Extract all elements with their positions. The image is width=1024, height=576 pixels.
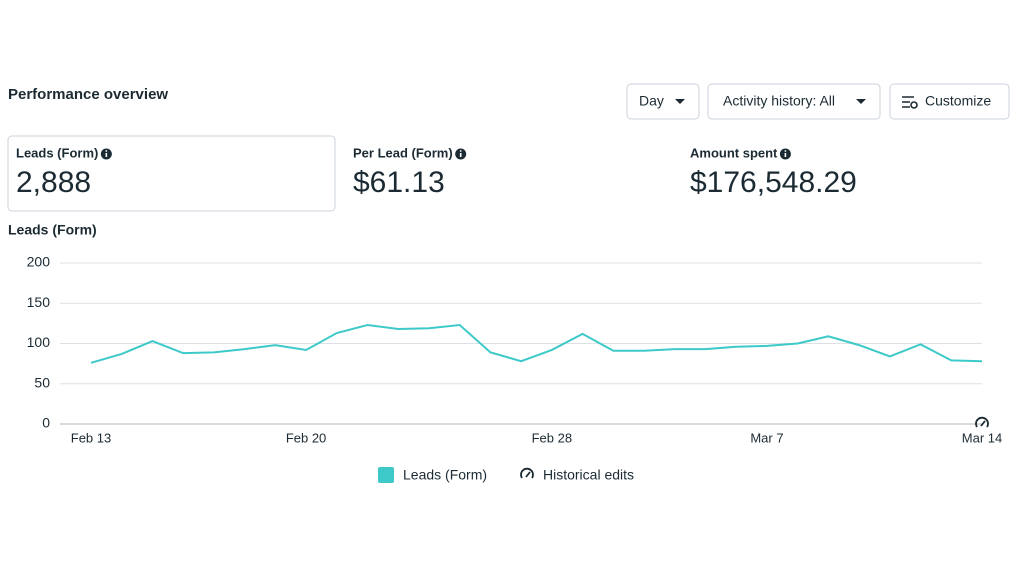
day-button[interactable]: Day xyxy=(626,83,700,120)
chart-title: Leads (Form) xyxy=(8,222,97,238)
history-icon xyxy=(980,420,986,427)
metric-value: $61.13 xyxy=(353,166,445,199)
page-title: Performance overview xyxy=(8,86,168,103)
info-icon xyxy=(459,150,462,152)
history-icon xyxy=(975,416,989,428)
customize-icon xyxy=(902,96,914,108)
customize-icon xyxy=(910,101,918,109)
y-tick-label: 100 xyxy=(27,334,51,350)
legend-swatch xyxy=(378,467,394,483)
info-icon xyxy=(105,150,108,152)
legend-label: Leads (Form) xyxy=(403,467,487,483)
button-label: Customize xyxy=(925,93,991,109)
legend-label: Historical edits xyxy=(543,467,634,483)
button-frame xyxy=(626,83,700,120)
caret xyxy=(675,99,685,104)
customize-button[interactable]: Customize xyxy=(889,83,1010,120)
metric-label: Amount spent xyxy=(690,145,778,160)
button-label: Activity history: All xyxy=(723,93,835,109)
y-tick-label: 0 xyxy=(42,415,50,431)
metric-label: Per Lead (Form) xyxy=(353,145,453,160)
data-line xyxy=(90,323,983,364)
metrics: Leads (Form) 2,888 Per Lead (Form) $61.13 Am… xyxy=(16,145,857,198)
activity-button[interactable]: Activity history: All xyxy=(707,83,881,120)
metric-card-selected[interactable] xyxy=(7,135,336,212)
x-tick-label: Feb 13 xyxy=(71,430,111,445)
x-tick-label: Feb 20 xyxy=(286,430,326,445)
button-frame xyxy=(889,83,1010,120)
button-frame xyxy=(707,83,881,120)
y-tick-label: 200 xyxy=(27,254,51,270)
metric-value: $176,548.29 xyxy=(690,166,857,199)
metric-label: Leads (Form) xyxy=(16,145,98,160)
history-icon xyxy=(525,471,531,478)
metric-value: 2,888 xyxy=(16,166,91,199)
history-icon xyxy=(520,467,534,479)
button-label: Day xyxy=(639,93,664,109)
info-icon xyxy=(784,150,787,152)
x-tick-label: Mar 7 xyxy=(750,430,783,445)
x-tick-label: Mar 14 xyxy=(962,430,1002,445)
y-tick-label: 50 xyxy=(34,374,50,390)
x-tick-label: Feb 28 xyxy=(532,430,572,445)
caret xyxy=(856,99,866,104)
y-tick-label: 150 xyxy=(27,294,51,310)
chart: 0 50 100 150 200 Feb 13 Feb 20 Feb 28 Mar 7 Mar 1… xyxy=(27,254,1002,483)
